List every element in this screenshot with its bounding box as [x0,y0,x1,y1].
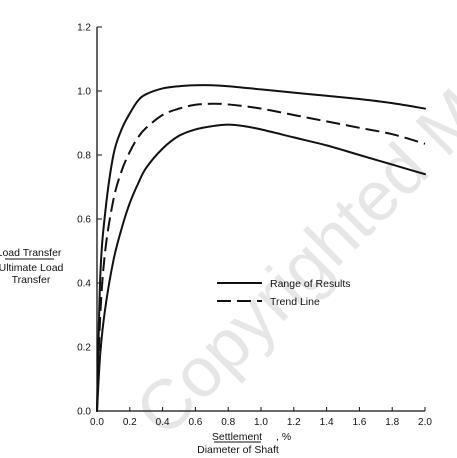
x-label-denominator: Diameter of Shaft [197,444,279,456]
y-tick-label-1: 0.2 [77,343,91,354]
x-tick-label-7: 1.4 [320,417,334,428]
x-label-unit: , % [276,431,291,443]
x-tick-label-1: 0.2 [123,417,137,428]
y-tick-label-4: 0.8 [77,151,91,162]
y-tick-label-5: 1.0 [77,87,91,98]
x-tick-label-5: 1.0 [254,417,268,428]
x-label-numerator: Settlement [212,431,262,443]
series-line-2 [96,123,426,412]
y-label-denominator-line2: Transfer [12,274,51,286]
x-tick-label-10: 2.0 [418,417,432,428]
y-tick-label-0: 0.0 [77,407,91,418]
y-axis-label: Load Transfer Ultimate Load Transfer [0,247,64,286]
y-ticks: 0.0 0.2 0.4 0.6 0.8 1.0 1.2 [77,23,102,418]
series-line-1 [96,102,426,412]
x-tick-label-9: 1.8 [385,417,399,428]
x-tick-label-4: 0.8 [221,417,235,428]
legend-label-1: Trend Line [270,296,320,308]
legend-label-0: Range of Results [270,278,351,290]
x-ticks: 0.0 0.2 0.4 0.6 0.8 1.0 1.2 1.4 1.6 1.8 2.0 [90,407,432,428]
y-tick-label-3: 0.6 [77,215,91,226]
legend: Range of Results Trend Line [217,278,351,308]
x-tick-label-8: 1.6 [352,417,366,428]
series-group [96,84,426,412]
series-line-0 [96,84,426,412]
x-tick-label-0: 0.0 [90,417,104,428]
y-tick-label-2: 0.4 [77,279,91,290]
x-tick-label-3: 0.6 [188,417,202,428]
x-tick-label-2: 0.4 [156,417,170,428]
y-label-numerator: Load Transfer [0,247,62,259]
y-tick-label-6: 1.2 [77,23,91,34]
y-label-denominator-line1: Ultimate Load [0,262,64,274]
watermark: Copyrighted Material [120,0,457,451]
x-tick-label-6: 1.2 [287,417,301,428]
plot-area: 0.0 0.2 0.4 0.6 0.8 1.0 1.2 1.4 1.6 1.8 2.0 0.0 0.2… [77,23,432,429]
x-axis-label: Settlement , % Diameter of Shaft [197,431,291,456]
